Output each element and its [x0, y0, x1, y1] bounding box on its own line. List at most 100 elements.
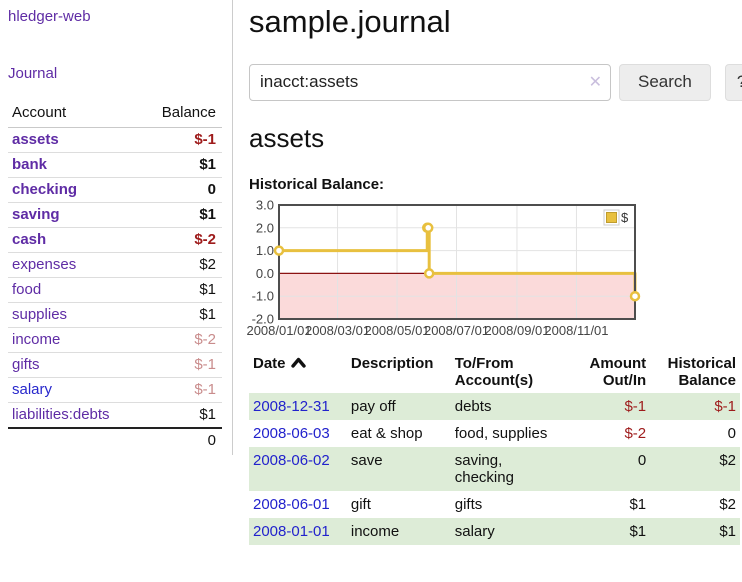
register-row: 2008-06-03 eat & shop food, supplies $-2… — [249, 420, 740, 447]
account-balance: $-1 — [140, 377, 222, 403]
account-row: cash $-2 — [8, 227, 222, 253]
transaction-amount: $1 — [629, 522, 647, 540]
account-link[interactable]: salary — [12, 381, 53, 398]
register-header-row: Date Description To/From Account(s) Amou… — [249, 350, 740, 393]
brand-link[interactable]: hledger-web — [8, 8, 91, 25]
page: hledger-web Journal Account Balance asse… — [0, 0, 742, 551]
page-title: sample.journal — [249, 4, 451, 39]
account-row: supplies $1 — [8, 302, 222, 328]
account-link[interactable]: supplies — [12, 306, 68, 323]
x-tick-label: 2008/03/01 — [305, 323, 370, 338]
x-tick-label: 2008/05/01 — [364, 323, 429, 338]
chart-plot-area: 3.0 2.0 1.0 0.0 -1.0 -2.02008/01/012008/03/01… — [246, 197, 637, 338]
transaction-accounts: saving, checking — [454, 451, 514, 486]
account-balance: $1 — [140, 202, 222, 228]
account-balance: $-1 — [140, 127, 222, 153]
help-button[interactable]: ? — [724, 63, 742, 101]
account-link[interactable]: food — [12, 281, 42, 298]
account-row: gifts $-1 — [8, 352, 222, 378]
transaction-date-link[interactable]: 2008-06-02 — [253, 451, 330, 469]
data-point-marker — [629, 290, 641, 302]
account-balance: $1 — [140, 402, 222, 429]
account-link[interactable]: assets — [12, 131, 59, 148]
accounts-total-spacer — [8, 427, 141, 453]
app-brand: hledger-web — [8, 8, 222, 25]
account-balance: $1 — [140, 152, 222, 178]
y-tick-label: 0.0 — [256, 266, 274, 281]
transaction-date: 2008-06-02 — [249, 447, 347, 491]
accounts-header-row: Account Balance — [8, 100, 222, 128]
register-table: Date Description To/From Account(s) Amou… — [249, 350, 740, 545]
register-row: 2008-06-02 save saving, checking 0 $2 — [249, 446, 740, 491]
account-balance: $1 — [140, 277, 222, 303]
transaction-date-link[interactable]: 2008-06-03 — [253, 424, 330, 442]
account-balance: $-1 — [140, 352, 222, 378]
accounts-table: Account Balance assets $-1 bank $1 checkin… — [8, 100, 222, 453]
account-name: food — [8, 277, 141, 303]
main-content: sample.journal ✕ Search ? assets Histori… — [233, 0, 742, 551]
y-tick-label: -2.0 — [252, 311, 274, 326]
account-link[interactable]: checking — [12, 181, 78, 198]
account-row: checking 0 — [8, 177, 222, 203]
data-point-marker — [423, 267, 435, 279]
transaction-amount: $-2 — [624, 424, 647, 442]
account-link[interactable]: cash — [12, 231, 47, 248]
x-tick-label: 2008/09/01 — [484, 323, 549, 338]
clear-search-icon[interactable]: ✕ — [588, 73, 602, 91]
register-col-balance: Historical Balance — [667, 354, 736, 389]
legend-swatch-icon — [606, 211, 617, 223]
account-balance: $2 — [140, 252, 222, 278]
account-row: assets $-1 — [8, 127, 222, 153]
transaction-accounts: debts — [454, 397, 492, 415]
transaction-date-link[interactable]: 2008-01-01 — [253, 522, 330, 540]
account-row: food $1 — [8, 277, 222, 303]
data-point-marker — [273, 244, 285, 256]
account-link[interactable]: liabilities:debts — [12, 406, 110, 423]
account-link[interactable]: gifts — [12, 356, 40, 373]
account-row: bank $1 — [8, 152, 222, 178]
register-col-amount: Amount Out/In — [589, 354, 647, 389]
transaction-date-link[interactable]: 2008-06-01 — [253, 495, 330, 513]
search-button[interactable]: Search — [619, 63, 711, 101]
account-name: salary — [8, 377, 141, 403]
account-name: cash — [8, 227, 141, 253]
chart-legend: $ — [603, 209, 629, 226]
data-point-marker — [422, 222, 434, 233]
account-balance: $-2 — [140, 327, 222, 353]
transaction-date: 2008-12-31 — [249, 393, 347, 420]
account-name: supplies — [8, 302, 141, 328]
account-row: liabilities:debts $1 — [8, 402, 222, 429]
transaction-amount: 0 — [637, 451, 647, 469]
search-input[interactable] — [249, 63, 611, 101]
account-row: saving $1 — [8, 202, 222, 228]
account-name: checking — [8, 177, 141, 203]
account-name: expenses — [8, 252, 141, 278]
transaction-date: 2008-06-03 — [249, 420, 347, 447]
accounts-total-row: 0 — [8, 427, 222, 453]
transaction-balance: $2 — [719, 451, 736, 469]
account-link[interactable]: expenses — [12, 256, 77, 273]
account-link[interactable]: saving — [12, 206, 60, 223]
search-bar: ✕ Search ? — [249, 63, 742, 101]
journal-link[interactable]: Journal — [8, 65, 58, 82]
register-row: 2008-12-31 pay off debts $-1 $-1 — [249, 392, 740, 420]
register-row: 2008-01-01 income salary $1 $1 — [249, 517, 740, 545]
account-link[interactable]: bank — [12, 156, 48, 173]
y-tick-label: 2.0 — [256, 220, 274, 235]
account-link[interactable]: income — [12, 331, 61, 348]
sidebar: hledger-web Journal Account Balance asse… — [0, 0, 233, 455]
account-row: expenses $2 — [8, 252, 222, 278]
register-col-date[interactable]: Date — [249, 350, 347, 393]
accounts-col-balance: Balance — [140, 100, 222, 128]
transaction-date-link[interactable]: 2008-12-31 — [253, 397, 330, 415]
account-heading: assets — [249, 122, 325, 153]
register-col-accounts: To/From Account(s) — [454, 354, 534, 389]
accounts-col-account: Account — [8, 100, 141, 128]
transaction-amount: $1 — [629, 495, 647, 513]
y-tick-label: 1.0 — [256, 243, 274, 258]
transaction-description: income — [350, 522, 400, 540]
chart-border — [278, 203, 636, 320]
transaction-date: 2008-06-01 — [249, 491, 347, 518]
register-col-date-label: Date — [253, 354, 286, 372]
transaction-balance: $2 — [719, 495, 736, 513]
